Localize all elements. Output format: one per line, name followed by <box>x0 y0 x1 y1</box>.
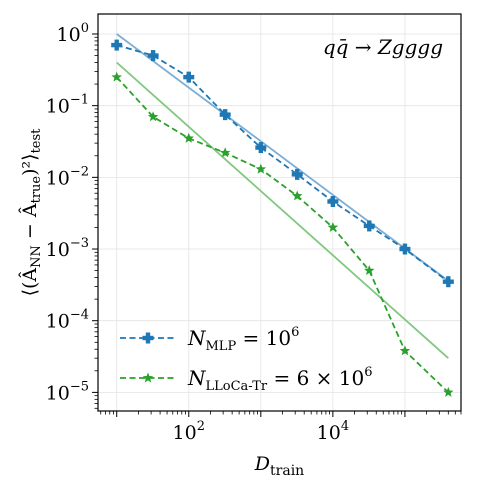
legend-label: NLLoCa-Tr = 6 × 106 <box>187 365 373 394</box>
plus-marker <box>111 39 123 51</box>
plus-marker-v <box>295 168 300 180</box>
plus-marker <box>442 276 454 288</box>
legend-label-main: N <box>187 366 207 390</box>
plus-marker <box>147 50 159 62</box>
plus-marker <box>399 243 411 255</box>
x-tick-label-base: 10 <box>317 422 341 444</box>
legend-item-1: NLLoCa-Tr = 6 × 106 <box>120 365 373 394</box>
x-axis-label-sub: train <box>270 463 304 479</box>
legend-label-rest: = 10 <box>236 326 291 350</box>
x-tick-label: 102 <box>173 419 205 444</box>
legend-label-main: N <box>187 326 207 350</box>
star-marker <box>327 221 339 232</box>
x-tick-label-base: 10 <box>173 422 197 444</box>
y-tick-label-exp: −1 <box>70 93 89 108</box>
y-tick-label: 10−4 <box>46 308 89 333</box>
plus-marker-v <box>446 276 451 288</box>
star-marker <box>399 345 411 356</box>
x-tick-label-exp: 4 <box>341 419 349 434</box>
star-marker <box>364 265 375 276</box>
y-tick-label-exp: −2 <box>70 164 89 179</box>
star-marker <box>255 163 267 174</box>
y-tick-label-base: 10 <box>46 239 70 261</box>
plus-marker-v <box>186 71 191 83</box>
plus-marker-v <box>258 142 264 154</box>
legend-label-sub: LLoCa-Tr <box>206 379 268 394</box>
star-marker <box>111 71 122 82</box>
series-group <box>111 39 454 397</box>
plus-marker-v <box>402 243 408 255</box>
y-axis-label-sub1: NN <box>29 245 44 268</box>
series-1 <box>111 71 454 397</box>
y-tick-label: 10−3 <box>46 236 89 261</box>
y-tick-label: 10−2 <box>46 164 89 189</box>
series-0 <box>111 39 454 288</box>
plus-marker <box>219 109 231 121</box>
y-tick-label-base: 10 <box>46 311 70 333</box>
plus-marker-v <box>367 220 372 232</box>
fit-lines <box>116 33 449 359</box>
plus-marker-v <box>330 196 336 208</box>
x-tick-label: 104 <box>317 419 349 444</box>
series-line <box>116 76 449 394</box>
x-tick-label-exp: 2 <box>197 419 205 434</box>
x-axis-label-main: D <box>254 453 270 475</box>
star-marker <box>147 111 159 122</box>
y-tick-label: 10−1 <box>46 93 89 118</box>
plus-marker <box>255 142 267 154</box>
star-marker <box>291 190 303 201</box>
y-tick-label-base: 10 <box>46 382 70 404</box>
star-marker <box>219 147 231 158</box>
plus-marker <box>363 220 375 232</box>
legend-label-sub: MLP <box>206 339 237 354</box>
y-tick-label-exp: −5 <box>70 379 89 394</box>
plus-marker-v <box>222 109 228 121</box>
process-annotation: qq̄ → Zgggg <box>323 35 443 59</box>
legend-item-0: NMLP = 106 <box>120 325 299 354</box>
y-tick-label-exp: −3 <box>70 236 89 251</box>
y-tick-label-base: 10 <box>46 167 70 189</box>
plus-marker <box>183 71 195 83</box>
legend-label: NMLP = 106 <box>187 325 299 354</box>
y-axis-label-part3: )²⟩ <box>19 153 41 175</box>
plus-marker <box>327 196 339 208</box>
plus-marker-v <box>114 39 119 51</box>
y-axis-label-sub3: test <box>29 128 44 154</box>
y-tick-label: 100 <box>57 21 89 46</box>
y-axis-label-part2: − Â <box>18 203 41 245</box>
y-tick-label-exp: 0 <box>81 21 89 36</box>
plus-marker <box>291 168 303 180</box>
plus-marker-v <box>150 50 156 62</box>
x-axis-label: Dtrain <box>254 453 304 479</box>
star-marker <box>443 386 454 397</box>
y-axis-label-part1: ⟨(Â <box>18 268 41 297</box>
plus-marker <box>142 332 154 344</box>
legend-label-rest: = 6 × 10 <box>267 366 364 390</box>
y-axis-label-sub2: true <box>29 176 44 204</box>
plus-marker-v <box>145 332 151 344</box>
y-tick-label-base: 10 <box>46 96 70 118</box>
fit-line <box>116 33 449 282</box>
plot-frame <box>97 13 462 412</box>
y-axis-label: ⟨(ÂNN − Âtrue)²⟩test <box>18 128 44 297</box>
series-line <box>116 44 449 283</box>
y-tick-label-exp: −4 <box>70 308 89 323</box>
star-marker <box>142 372 154 383</box>
legend-label-sup: 6 <box>291 325 299 340</box>
y-tick-label: 10−5 <box>46 379 89 404</box>
fit-line <box>116 61 449 359</box>
star-marker <box>183 132 194 143</box>
y-tick-label-base: 10 <box>57 24 81 46</box>
legend-label-sup: 6 <box>364 365 372 380</box>
